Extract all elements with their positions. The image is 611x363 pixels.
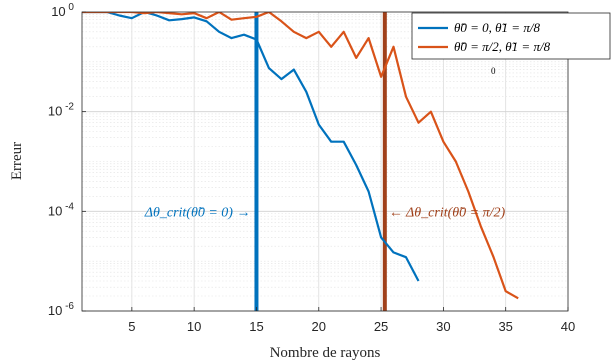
y-tick-label: 10 -6 — [48, 301, 75, 318]
stray-subscript-label: 0 — [491, 66, 496, 76]
y-tick-label: 10 -4 — [48, 201, 75, 218]
legend-label: θ̃0 = 0, θ̃1 = π/8 — [454, 20, 540, 35]
x-tick-label: 30 — [436, 319, 450, 334]
legend: θ̃0 = 0, θ̃1 = π/8 θ̃0 = π/2, θ̃1 = π/8 — [411, 12, 611, 60]
x-tick-label: 15 — [249, 319, 263, 334]
y-tick-base: 10 — [48, 104, 62, 119]
y-tick-exponent: -2 — [62, 102, 74, 113]
legend-box — [411, 12, 611, 60]
annotation-theta0-zero: Δθ_crit(θ̃0 = 0) → — [144, 205, 251, 220]
annotation-theta0-pi2: ← Δθ_crit(θ̃0 = π/2) — [389, 205, 506, 220]
x-tick-label: 20 — [312, 319, 326, 334]
y-tick-exponent: -4 — [62, 201, 74, 212]
y-tick-base: 10 — [51, 4, 65, 19]
y-tick-base: 10 — [48, 203, 62, 218]
y-tick-label: 10 0 — [51, 2, 74, 19]
legend-label: θ̃0 = π/2, θ̃1 = π/8 — [454, 39, 551, 54]
x-tick-label: 5 — [128, 319, 135, 334]
y-tick-exponent: -6 — [62, 301, 74, 312]
x-tick-label: 25 — [374, 319, 388, 334]
x-tick-label: 40 — [561, 319, 575, 334]
x-axis-ticks: 5 10 15 20 25 30 35 40 — [128, 307, 575, 334]
y-tick-base: 10 — [48, 303, 62, 318]
vertical-lines — [254, 12, 387, 311]
x-tick-label: 35 — [498, 319, 512, 334]
x-axis-label: Nombre de rayons — [270, 345, 381, 361]
annotations: Δθ_crit(θ̃0 = 0) → ← Δθ_crit(θ̃0 = π/2) — [144, 205, 506, 220]
series-line — [82, 12, 420, 282]
y-axis-ticks: 10 010 -210 -410 -6 — [48, 2, 86, 318]
y-axis-label: Erreur — [9, 142, 25, 180]
y-tick-label: 10 -2 — [48, 102, 75, 119]
y-tick-exponent: 0 — [66, 2, 75, 13]
plot-frame — [81, 11, 569, 312]
x-tick-label: 10 — [187, 319, 201, 334]
